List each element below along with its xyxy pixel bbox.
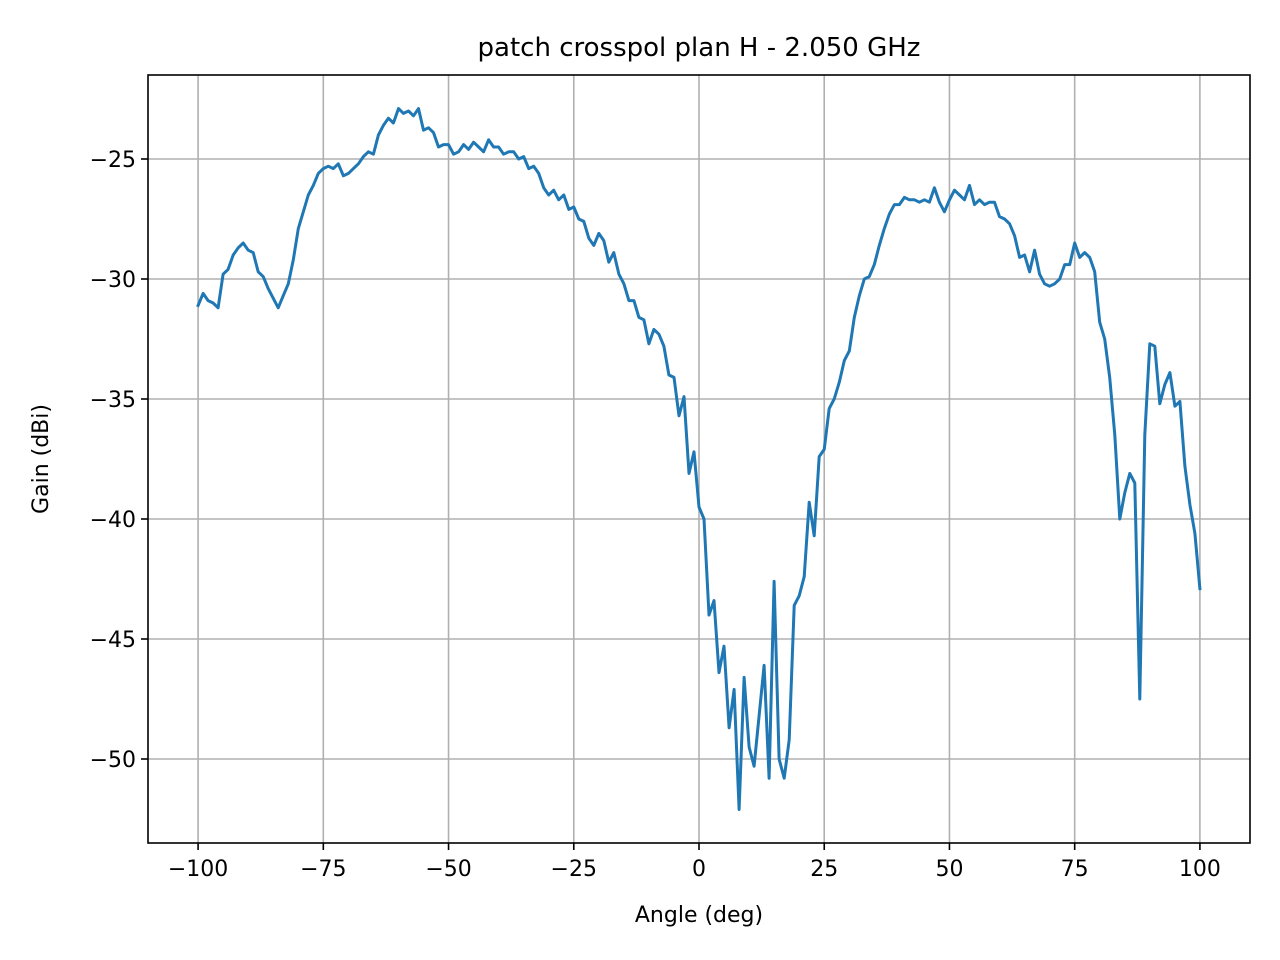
x-tick-label: 0 [692,857,706,882]
chart-title: patch crosspol plan H - 2.050 GHz [478,33,921,63]
y-tick-label: −45 [90,628,136,653]
y-axis-label: Gain (dBi) [29,404,54,514]
x-tick-label: −100 [168,857,228,882]
x-tick-label: 100 [1179,857,1221,882]
x-tick-label: 50 [935,857,963,882]
axis-ticks: −100 −75 −50 −25 0 25 50 75 100 −25 −30 −35 −40 −45 −5… [90,148,1221,882]
x-axis-label: Angle (deg) [635,903,763,928]
y-tick-label: −40 [90,508,136,533]
x-tick-label: −50 [425,857,471,882]
x-tick-label: −75 [300,857,346,882]
x-tick-label: 25 [810,857,838,882]
gain-series-line [196,107,1202,811]
y-tick-label: −25 [90,148,136,173]
y-tick-label: −35 [90,388,136,413]
y-tick-label: −50 [90,748,136,773]
x-tick-label: −25 [551,857,597,882]
x-tick-label: 75 [1061,857,1089,882]
grid-lines [148,75,1250,843]
y-tick-label: −30 [90,268,136,293]
